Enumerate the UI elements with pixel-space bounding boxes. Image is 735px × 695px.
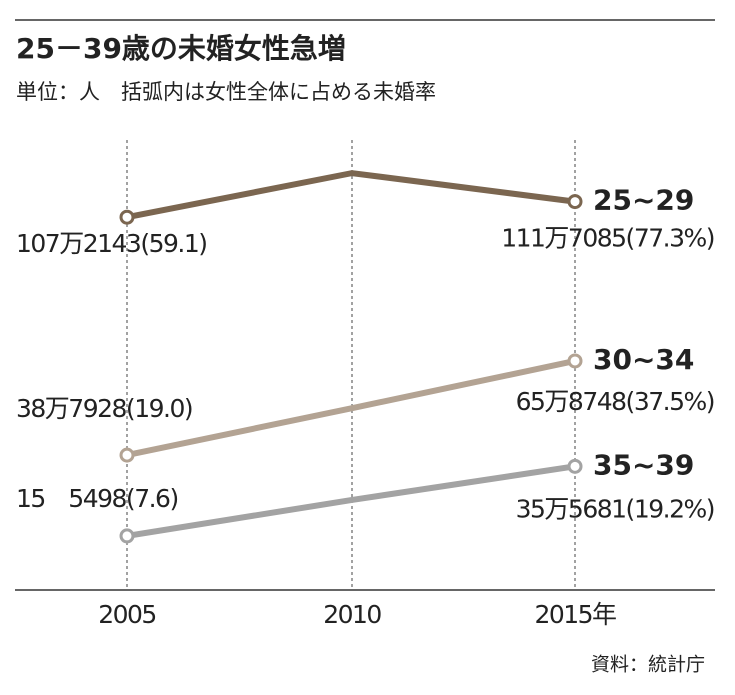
x-tick-label: 2015年: [534, 600, 616, 629]
series-line: [126, 358, 576, 459]
value-label: 111万7085(77.3%): [501, 224, 714, 253]
series-name: 30~34: [593, 343, 694, 376]
series-line: [126, 170, 576, 221]
x-tick-label: 2010: [323, 600, 381, 629]
series-name: 25~29: [593, 184, 694, 217]
source: 資料：統計庁: [591, 654, 705, 676]
data-point: [119, 209, 135, 225]
x-tick-label: 2005: [98, 600, 156, 629]
data-point: [567, 353, 583, 369]
series-name: 35~39: [593, 448, 694, 481]
value-label: 15 5498(7.6): [16, 484, 178, 513]
value-label: 65万8748(37.5%): [516, 387, 714, 416]
series-line: [126, 463, 576, 539]
data-point: [567, 458, 583, 474]
value-label: 107万2143(59.1): [16, 229, 207, 258]
data-point: [119, 528, 135, 544]
value-label: 38万7928(19.0): [16, 394, 192, 423]
chart-title: 25－39歳の未婚女性急増: [16, 32, 346, 65]
chart-subtitle: 単位：人 括弧内は女性全体に占める未婚率: [16, 80, 436, 104]
value-label: 35万5681(19.2%): [516, 494, 714, 523]
data-point: [119, 447, 135, 463]
data-point: [567, 194, 583, 210]
